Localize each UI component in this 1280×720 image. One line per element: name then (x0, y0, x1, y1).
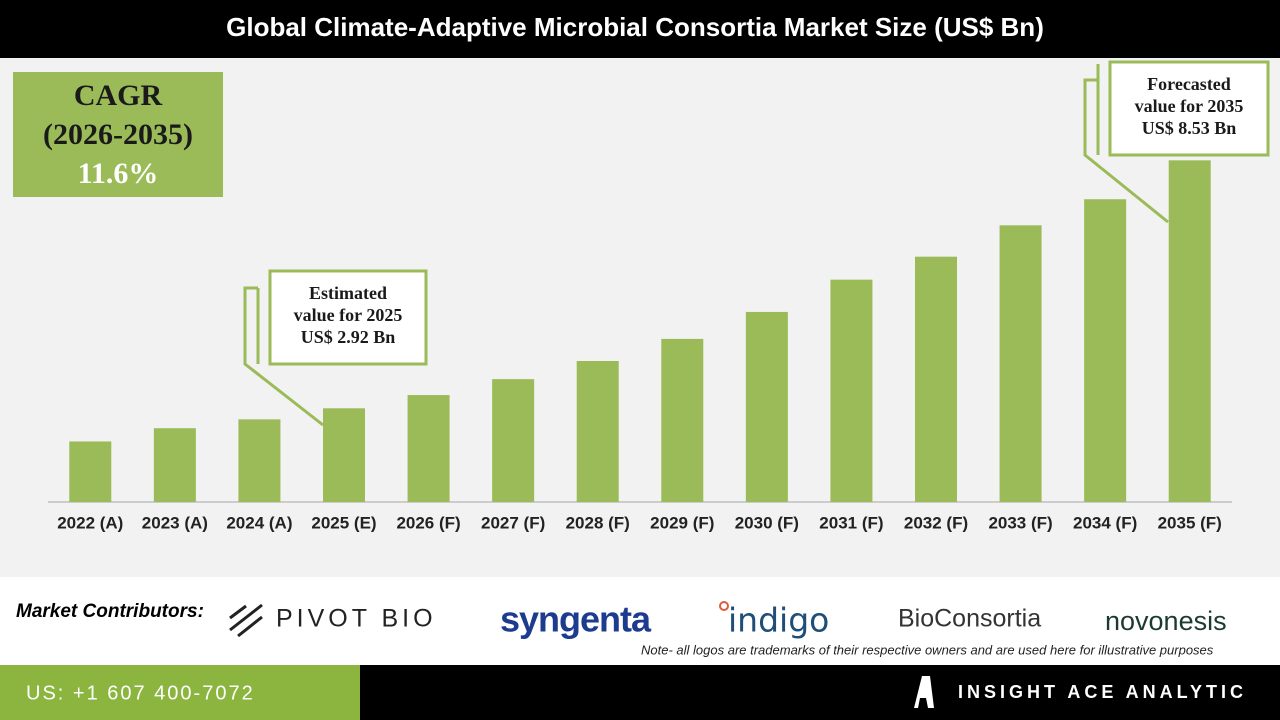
contributors-label: Market Contributors: (16, 601, 204, 622)
bar (745, 311, 788, 502)
logo: syngenta (500, 599, 652, 640)
logo: BioConsortia (898, 605, 1041, 633)
x-tick-label: 2032 (F) (904, 513, 968, 532)
callout-line (243, 286, 324, 427)
x-tick-label: 2023 (A) (142, 513, 208, 532)
cagr-period: (2026-2035) (43, 118, 193, 151)
logo: novonesis (1105, 606, 1227, 636)
bar (661, 338, 704, 502)
x-tick-label: 2035 (F) (1158, 513, 1222, 532)
bar (153, 428, 196, 502)
x-tick-label: 2030 (F) (735, 513, 799, 532)
callout-box (268, 269, 428, 366)
bar (238, 419, 281, 502)
callout-text: US$ 8.53 Bn (1142, 118, 1237, 138)
x-tick-label: 2029 (F) (650, 513, 714, 532)
callout-text: value for 2025 (294, 305, 403, 325)
x-tick-label: 2028 (F) (566, 513, 630, 532)
title-bar (0, 0, 1280, 58)
bar (323, 408, 365, 502)
callout-text: Forecasted (1147, 74, 1231, 94)
bar (69, 441, 112, 502)
x-tick-label: 2027 (F) (481, 513, 545, 532)
chart-title: Global Climate-Adaptive Microbial Consor… (226, 12, 1044, 42)
contributors-area (0, 577, 1280, 665)
callout-text: value for 2035 (1135, 96, 1244, 116)
logo-dot (719, 601, 729, 611)
bar (576, 361, 619, 502)
bar (999, 225, 1042, 503)
callout-text: US$ 2.92 Bn (301, 327, 396, 347)
cagr-label: CAGR (74, 79, 163, 112)
x-tick-label: 2024 (A) (226, 513, 292, 532)
cagr-box (13, 72, 223, 197)
callout-connectors (243, 64, 1169, 427)
x-tick-label: 2022 (A) (57, 513, 123, 532)
brand: INSIGHT ACE ANALYTIC (958, 682, 1247, 702)
cagr-value: 11.6% (78, 157, 159, 190)
pivot-icon (229, 603, 263, 638)
bar (915, 256, 957, 502)
x-tick-label: 2034 (F) (1073, 513, 1137, 532)
callout-text: Estimated (309, 283, 387, 303)
bar (830, 279, 873, 502)
logo: PIVOT BIO (276, 605, 437, 633)
note: Note- all logos are trademarks of their … (641, 642, 1214, 657)
logo: indigo (728, 601, 829, 640)
callout-box (1108, 60, 1270, 157)
x-tick-label: 2025 (E) (311, 513, 376, 532)
bar (1168, 160, 1211, 503)
x-tick-label: 2033 (F) (988, 513, 1052, 532)
phone-bar (0, 665, 360, 720)
brand-bar (360, 665, 1280, 720)
callout-line (1083, 78, 1169, 224)
x-tick-label: 2026 (F) (396, 513, 460, 532)
bar (1084, 199, 1127, 503)
phone: US: +1 607 400-7072 (26, 682, 255, 704)
bar (492, 379, 535, 502)
x-tick-label: 2031 (F) (819, 513, 883, 532)
bar (407, 395, 450, 502)
brand-icon (914, 676, 934, 708)
